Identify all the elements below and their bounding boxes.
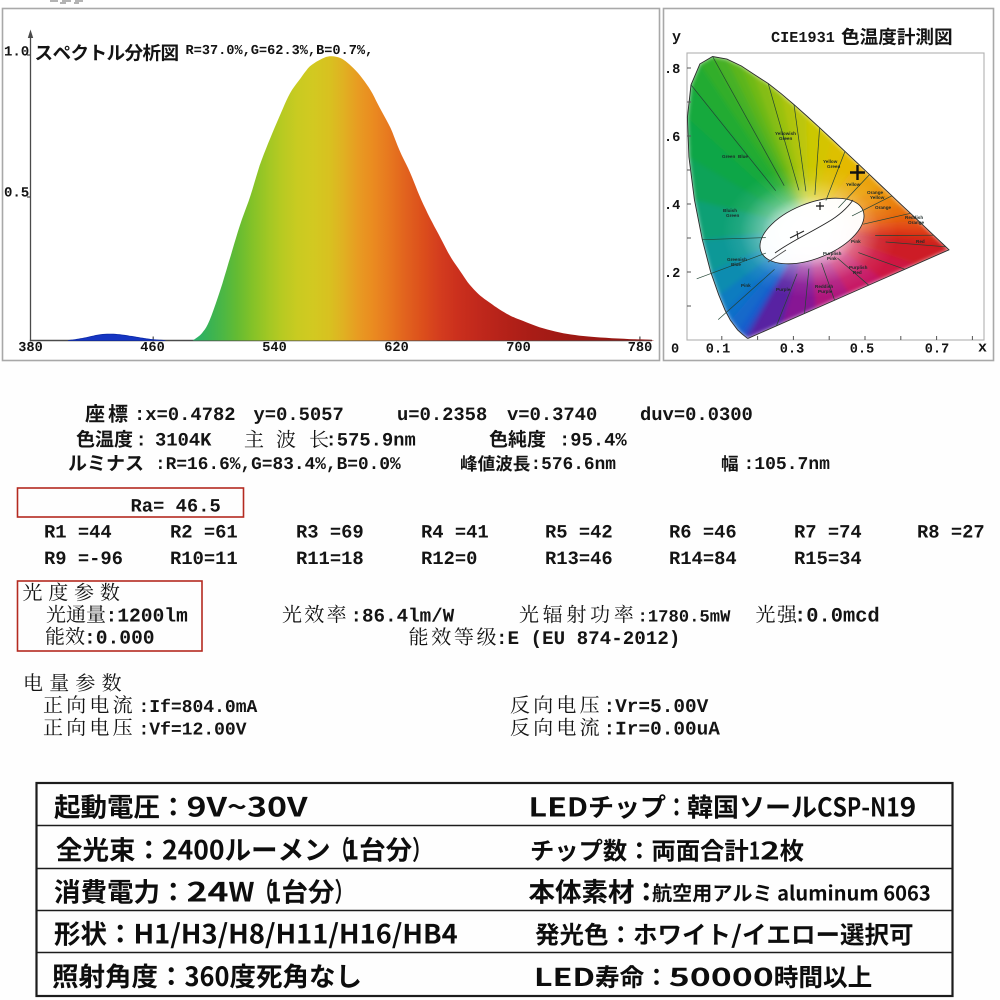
svg-text:Red: Red — [916, 239, 925, 244]
svg-text:Green: Green — [722, 154, 735, 159]
svg-text:Reddish: Reddish — [905, 215, 923, 220]
svg-text:Bluish: Bluish — [723, 208, 737, 213]
svg-text:Orange: Orange — [908, 220, 925, 225]
svg-text:Reddish: Reddish — [815, 284, 833, 289]
svg-text:Greenish: Greenish — [727, 257, 747, 262]
svg-text:Yellowish: Yellowish — [775, 131, 796, 136]
svg-text:Blue: Blue — [738, 154, 748, 159]
svg-text:Purplish: Purplish — [849, 265, 868, 270]
svg-text:Yellow: Yellow — [846, 182, 861, 187]
svg-text:Pink: Pink — [741, 283, 751, 288]
svg-text:Red: Red — [853, 270, 862, 275]
svg-text:Green: Green — [827, 164, 840, 169]
svg-text:Purple: Purple — [818, 289, 833, 294]
svg-text:Orange: Orange — [867, 190, 884, 195]
svg-text:Yellow: Yellow — [823, 159, 838, 164]
svg-text:Yellow: Yellow — [870, 195, 885, 200]
svg-text:Purplish: Purplish — [823, 251, 842, 256]
svg-text:Orange: Orange — [875, 205, 892, 210]
svg-text:Purple: Purple — [776, 287, 791, 292]
svg-text:Blue: Blue — [731, 262, 741, 267]
svg-text:Green: Green — [779, 136, 792, 141]
svg-text:Pink: Pink — [827, 256, 837, 261]
svg-text:Green: Green — [726, 213, 739, 218]
svg-text:Pink: Pink — [851, 239, 861, 244]
